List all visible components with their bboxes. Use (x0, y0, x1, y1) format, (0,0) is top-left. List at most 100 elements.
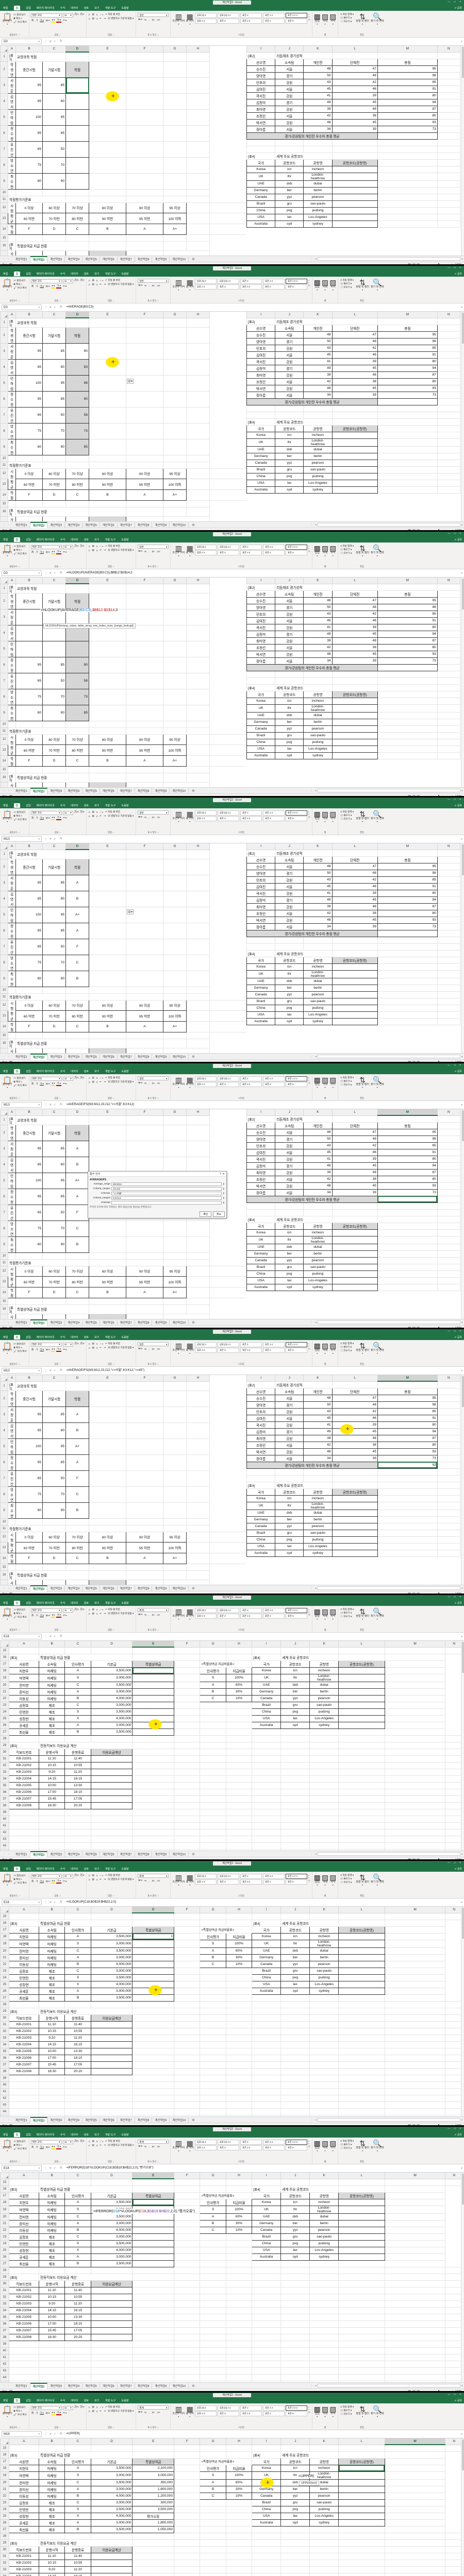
empty-cell[interactable] (280, 2061, 310, 2069)
empty-cell[interactable] (174, 2360, 201, 2368)
table4-code[interactable]: gru (275, 200, 304, 208)
zoom-in-icon[interactable]: + (451, 263, 453, 266)
table2-total[interactable]: 73 (377, 923, 438, 930)
empty-cell[interactable] (280, 2280, 310, 2287)
empty-cell[interactable] (174, 2327, 201, 2334)
column-header-A[interactable]: A (8, 1641, 40, 1648)
table3-base[interactable]: 3,000,000 (90, 2233, 133, 2241)
table2-indiv[interactable]: 41 (303, 1155, 333, 1163)
empty-cell[interactable] (280, 2293, 310, 2301)
accessibility-icon[interactable]: ▧ (9, 529, 13, 532)
empty-cell[interactable] (225, 2340, 253, 2348)
table4-result[interactable] (332, 466, 378, 473)
empty-cell[interactable] (186, 1518, 210, 1526)
table1-final[interactable]: 90 (42, 1236, 66, 1253)
empty-cell[interactable] (384, 2280, 446, 2287)
name-box[interactable]: M13 ▾ (2, 836, 42, 842)
empty-cell[interactable] (280, 2027, 310, 2035)
table5-end[interactable]: 16:15 (64, 2041, 91, 2048)
empty-cell[interactable] (163, 1297, 187, 1305)
table3-rate[interactable]: B (64, 2226, 91, 2234)
quick-access-toolbar[interactable] (1, 532, 32, 536)
sheet-tab-6[interactable]: 계산작업7 (118, 1585, 135, 1591)
empty-cell[interactable] (186, 500, 210, 507)
grade-scale-grade-5[interactable]: A+ (163, 1021, 187, 1032)
empty-cell[interactable] (163, 1502, 187, 1519)
ribbon-tab-8[interactable]: 개발 도구 (105, 804, 116, 807)
empty-cell[interactable] (225, 2101, 253, 2109)
empty-cell[interactable] (126, 583, 163, 594)
table4-country[interactable]: China (252, 2240, 281, 2247)
empty-cell[interactable] (280, 1835, 310, 1843)
wrap-text-button[interactable]: ↵ 자동 줄 바꿈 (105, 1342, 121, 1345)
name-box[interactable]: E18 ▾ (2, 1900, 42, 1905)
grade-scale-grade-4[interactable]: A (126, 489, 163, 501)
grade-scale-upper-0[interactable]: 60 미만 (15, 1010, 43, 1022)
empty-cell[interactable] (8, 720, 16, 728)
empty-cell[interactable] (89, 1220, 126, 1237)
table4-result[interactable] (332, 977, 378, 985)
table1-mid[interactable]: 100 (15, 1172, 43, 1189)
empty-cell[interactable] (309, 2307, 339, 2314)
empty-cell[interactable] (132, 1828, 175, 1836)
empty-cell[interactable] (89, 858, 126, 875)
row-header-22[interactable]: 22 (0, 1960, 9, 1968)
table1-name[interactable]: 유진산 (8, 406, 16, 423)
empty-cell[interactable] (186, 1220, 210, 1237)
column-header-G[interactable]: G (163, 1109, 187, 1116)
empty-cell[interactable] (89, 1236, 126, 1253)
cell-style-9[interactable]: 표준 5 (285, 1348, 307, 1353)
insert-cells-button[interactable]: ▩ 삽입 ▾ (313, 1342, 321, 1354)
table1-header-1[interactable]: 중간시험 (15, 1124, 43, 1141)
empty-cell[interactable] (384, 1822, 446, 1829)
column-header-K[interactable]: K (303, 312, 333, 318)
empty-cell[interactable] (163, 461, 187, 469)
cell-style-0[interactable]: 쉼표 [0] 2 (194, 545, 217, 550)
table3-tag[interactable]: [표3] (8, 1570, 16, 1580)
empty-cell[interactable] (186, 1115, 210, 1125)
table4-code[interactable]: yyz (275, 991, 304, 998)
table4-header-0[interactable]: 국가 (246, 1222, 276, 1230)
autosum-button[interactable]: Σ 자동 합계 ▾ (340, 1608, 354, 1611)
empty-cell[interactable] (163, 1220, 187, 1237)
table1-mid[interactable]: 95 (15, 125, 43, 142)
cell-style-2[interactable]: 표준 2 (240, 545, 262, 550)
font-size-combo[interactable]: 11 ▾ (62, 1076, 73, 1081)
ribbon-tab-2[interactable]: 삽입 (26, 538, 31, 541)
row-header-6[interactable]: 6 (0, 1188, 8, 1205)
table4-result[interactable] (332, 187, 378, 194)
column-header-N[interactable]: N (437, 1375, 461, 1382)
table1-name[interactable]: 유진산 (8, 1470, 16, 1487)
empty-cell[interactable] (8, 1912, 40, 1920)
row-header-3[interactable]: 3 (0, 1406, 8, 1423)
empty-cell[interactable] (280, 2001, 310, 2008)
empty-cell[interactable] (200, 2101, 226, 2109)
increase-decimal-icon[interactable]: .0˂ (151, 550, 155, 553)
table4-result[interactable] (338, 1721, 385, 1729)
table4-code[interactable]: lhr (280, 1673, 310, 1682)
row-header-25[interactable]: 25 (0, 1980, 9, 1988)
table2-total[interactable]: 98 (377, 1135, 438, 1143)
table2-total[interactable]: 85 (377, 1142, 438, 1149)
empty-cell[interactable] (126, 688, 163, 705)
empty-cell[interactable] (126, 922, 163, 939)
row-header-17[interactable]: 17 (0, 1926, 9, 1934)
table2-team[interactable]: 강원 (275, 610, 304, 618)
align-middle-icon[interactable]: ▤ (92, 1608, 94, 1611)
orientation-icon[interactable]: ⟋ ▾ (100, 1874, 104, 1877)
empty-cell[interactable] (89, 1304, 126, 1314)
empty-cell[interactable] (65, 1297, 89, 1305)
empty-cell[interactable] (126, 1236, 163, 1253)
empty-cell[interactable] (89, 906, 126, 923)
empty-cell[interactable] (280, 1755, 310, 1762)
empty-cell[interactable] (186, 1259, 210, 1266)
table3-rate[interactable]: C (64, 1947, 91, 1955)
empty-cell[interactable] (200, 1741, 226, 1749)
empty-cell[interactable] (132, 2047, 175, 2055)
table4-country[interactable]: Brazil (246, 200, 276, 208)
grade-scale-grade-0[interactable]: F (15, 1021, 43, 1032)
empty-cell[interactable] (163, 1140, 187, 1157)
align-center-icon[interactable]: ▤ (92, 1346, 94, 1349)
ribbon-tab-2[interactable]: 삽입 (26, 1868, 31, 1871)
cell-style-3[interactable]: 표준 2 2 (262, 1076, 285, 1081)
